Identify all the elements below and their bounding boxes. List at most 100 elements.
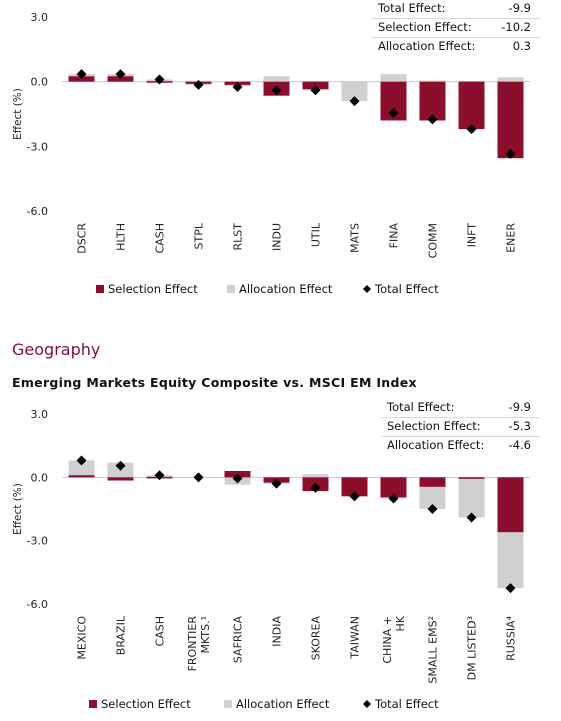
category-label: HLTH [115,223,128,251]
allocation-bar [419,80,446,82]
total-effect-marker [76,455,87,466]
category-label-line: STPL [193,222,206,249]
summary-label: Selection Effect: [387,419,481,433]
category-label-line: SKOREA [310,616,323,661]
total-effect-marker [427,114,438,125]
summary-value: -9.9 [509,1,531,15]
category-label-line: SMALL EMS² [427,616,440,684]
y-tick-label: 0.0 [31,471,49,484]
total-effect-marker [310,85,321,96]
summary-value: -9.9 [509,400,531,414]
y-tick-label: -3.0 [27,140,48,153]
category-label: CHINA +HK [381,615,407,663]
category-label: INDIA [271,616,284,647]
selection-bar [107,477,134,481]
y-axis-title: Effect (%) [12,483,24,535]
selection-bar [497,81,524,159]
summary-value: -10.2 [501,20,531,34]
legend-swatch-allocation [227,285,235,293]
total-effect-marker [154,470,165,481]
total-effect-marker [466,124,477,135]
category-label-line: SAFRICA [232,616,245,664]
selection-bar [419,477,446,487]
total-effect-marker [388,107,399,118]
category-label: SMALL EMS² [427,616,440,684]
category-label-line: BRAZIL [115,615,128,655]
category-label: CASH [154,616,167,646]
selection-bar [419,81,446,121]
y-tick-label: -6.0 [27,205,48,218]
total-effect-marker [349,96,360,107]
legend-swatch-selection [96,285,104,293]
y-axis-title: Effect (%) [12,88,24,140]
legend-swatch-selection [89,700,97,708]
category-label-line: FINA [388,223,401,249]
category-label: RUSSIA⁴ [505,615,518,660]
y-tick-label: 0.0 [31,76,49,89]
category-label: FINA [388,223,401,249]
category-label-line: COMM [427,223,440,258]
category-label: STPL [193,222,206,249]
selection-bar [68,475,95,478]
category-label: SAFRICA [232,616,245,664]
category-label-line: RLST [232,223,245,251]
y-tick-label: 3.0 [31,11,49,24]
selection-bar [341,477,368,497]
category-label-line: ENER [505,223,518,253]
allocation-bar [497,532,524,589]
total-effect-marker [466,512,477,523]
total-effect-marker [232,82,243,93]
total-effect-marker [427,504,438,514]
category-label-line: UTIL [310,222,323,247]
total-effect-marker [310,482,321,493]
category-label: FRONTIERMKTS.¹ [186,616,212,672]
total-effect-marker [232,473,243,484]
category-label-line: DM LISTED³ [466,616,479,680]
total-effect-marker [349,491,360,502]
total-effect-marker [193,472,204,483]
summary-value: -5.3 [509,419,531,433]
category-label: MEXICO [76,616,89,660]
allocation-bar [302,474,329,478]
category-label-line: INFT [466,223,479,248]
total-effect-marker [115,460,126,471]
category-label: RLST [232,223,245,251]
allocation-bar [419,486,446,509]
category-label: COMM [427,223,440,258]
allocation-bar [458,478,485,518]
category-label: BRAZIL [115,615,128,655]
category-label-line: HK [394,615,407,631]
legend-swatch-allocation [224,700,232,708]
total-effect-marker [271,85,282,96]
total-effect-marker [505,148,516,159]
category-label-line: INDU [271,223,284,251]
summary-label: Total Effect: [386,400,454,414]
category-label: INDU [271,223,284,251]
category-label-line: DSCR [76,223,89,254]
chart-subtitle: Emerging Markets Equity Composite vs. MS… [12,375,417,390]
category-label-line: CASH [154,223,167,253]
y-tick-label: -6.0 [27,598,48,611]
summary-label: Selection Effect: [378,20,472,34]
selection-bar [497,477,524,533]
legend-marker-total [363,700,371,708]
category-label-line: CHINA + [381,616,394,664]
category-label: SKOREA [310,616,323,661]
category-label: ENER [505,223,518,253]
allocation-bar [341,81,368,102]
allocation-bar [497,77,524,82]
total-effect-marker [115,69,126,80]
category-label: DSCR [76,223,89,254]
section-heading: Geography [12,340,101,359]
allocation-bar [68,460,95,476]
category-label-line: MKTS.¹ [199,616,212,653]
legend-label-total: Total Effect [374,282,439,296]
category-label-line: CASH [154,616,167,646]
total-effect-marker [193,79,204,90]
category-label-line: MEXICO [76,616,89,660]
legend-label-selection: Selection Effect [108,282,198,296]
category-label-line: HLTH [115,223,128,251]
category-label-line: INDIA [271,616,284,647]
legend-marker-total [363,285,371,293]
